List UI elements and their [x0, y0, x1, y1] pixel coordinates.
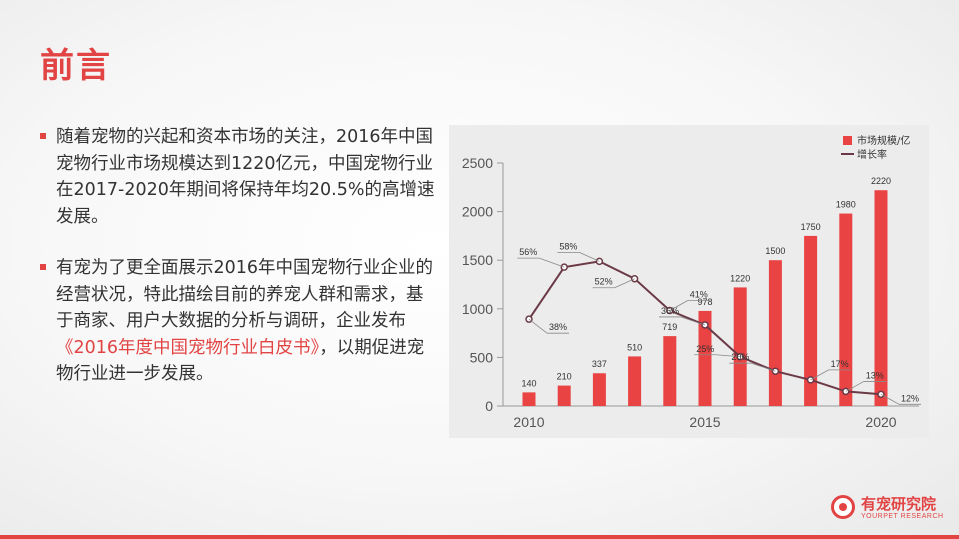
pet-logo-icon	[831, 495, 855, 519]
brand-name: 有宠研究院	[861, 495, 937, 513]
y-tick-label: 0	[485, 398, 493, 414]
bullet-item: 有宠为了更全面展示2016年中国宠物行业企业的经营状况，特此描绘目前的养宠人群和…	[40, 255, 440, 388]
page-title: 前言	[40, 46, 112, 86]
report-title-highlight: 《2016年度中国宠物行业白皮书》	[56, 337, 320, 358]
bar-value-label: 210	[557, 372, 572, 382]
bar	[698, 310, 712, 406]
rate-label: 41%	[690, 290, 708, 300]
rate-label: 56%	[519, 247, 537, 257]
legend-label-line: 增长率	[857, 148, 887, 161]
growth-rate-point	[806, 376, 815, 384]
legend-label-bar: 市场规模/亿	[857, 134, 910, 147]
bullet-text: 随着宠物的兴起和资本市场的关注，2016年中国宠物行业市场规模达到1220亿元，…	[56, 127, 435, 227]
brand-logo-block: 有宠研究院 YOURPET RESEARCH	[831, 493, 944, 525]
bar	[592, 373, 606, 406]
rate-label: 17%	[831, 359, 849, 369]
bar	[628, 356, 642, 406]
x-tick-label: 2015	[689, 414, 720, 430]
rate-label: 58%	[559, 241, 577, 251]
y-tick-label: 500	[470, 349, 494, 365]
rate-leader-line	[751, 362, 776, 372]
bullet-item: 随着宠物的兴起和资本市场的关注，2016年中国宠物行业市场规模达到1220亿元，…	[40, 124, 440, 230]
bar-value-label: 1980	[836, 200, 856, 210]
brand-name-en: YOURPET RESEARCH	[861, 513, 944, 520]
growth-rate-point	[701, 321, 709, 329]
rate-label: 12%	[901, 393, 919, 403]
legend-swatch-bar	[843, 136, 852, 145]
bar-value-label: 510	[627, 342, 642, 352]
y-tick-label: 2000	[462, 204, 493, 220]
bullet-marker-icon	[40, 264, 46, 270]
bar	[733, 287, 747, 406]
rate-label: 36%	[661, 306, 679, 316]
market-chart: 0 500 1000 1500 2000 2500 2010 2015 2020 140 210 33…	[449, 125, 929, 438]
bullet-list: 随着宠物的兴起和资本市场的关注，2016年中国宠物行业市场规模达到1220亿元，…	[40, 124, 440, 388]
bar-value-label: 978	[697, 297, 712, 307]
rate-leader-line	[614, 278, 635, 289]
growth-rate-point	[560, 263, 568, 271]
bar	[768, 260, 782, 406]
bar	[663, 336, 677, 406]
rate-leader-line	[528, 318, 548, 334]
rate-leader-line	[716, 354, 741, 358]
bar-value-label: 2220	[871, 176, 891, 186]
bar-value-label: 1220	[730, 273, 750, 283]
bullet-marker-icon	[40, 133, 46, 139]
bar-value-label: 1750	[801, 222, 821, 232]
rate-label: 38%	[549, 322, 567, 332]
bullet-text: 有宠为了更全面展示2016年中国宠物行业企业的经营状况，特此描绘目前的养宠人群和…	[56, 258, 434, 331]
bar-value-label: 337	[592, 359, 607, 369]
y-tick-label: 2500	[462, 155, 493, 171]
bottom-accent-bar	[0, 535, 959, 539]
rate-label: 13%	[866, 370, 884, 380]
rate-label: 25%	[696, 344, 714, 354]
growth-rate-point	[666, 306, 674, 315]
bullet-text-tail: ，以期促进宠物行业进一步发展。	[56, 337, 425, 385]
growth-rate-point	[595, 257, 604, 266]
rate-leader-line	[880, 393, 900, 405]
bar	[804, 235, 818, 406]
bar	[874, 190, 888, 406]
bar-value-label: 719	[662, 322, 677, 332]
bar-value-label: 140	[521, 378, 536, 388]
rate-leader-line	[539, 257, 565, 268]
bar	[522, 392, 536, 406]
bar-value-label: 1500	[765, 246, 785, 256]
rate-leader-line	[680, 316, 706, 326]
rate-leader-line	[810, 369, 829, 381]
bar	[839, 213, 853, 406]
x-tick-label: 2020	[865, 414, 896, 430]
chart-svg: 0 500 1000 1500 2000 2500 2010 2015 2020 140 210 33…	[462, 134, 921, 430]
y-tick-label: 1500	[462, 252, 493, 268]
growth-rate-point	[771, 367, 780, 375]
rate-label: 52%	[595, 277, 613, 287]
rate-label: 20%	[731, 352, 749, 362]
bar	[557, 385, 571, 406]
x-tick-label: 2010	[513, 414, 544, 430]
rate-leader-line	[669, 300, 688, 311]
rate-leader-line	[845, 381, 864, 392]
rate-leader-line	[579, 252, 600, 262]
y-tick-label: 1000	[462, 301, 493, 317]
